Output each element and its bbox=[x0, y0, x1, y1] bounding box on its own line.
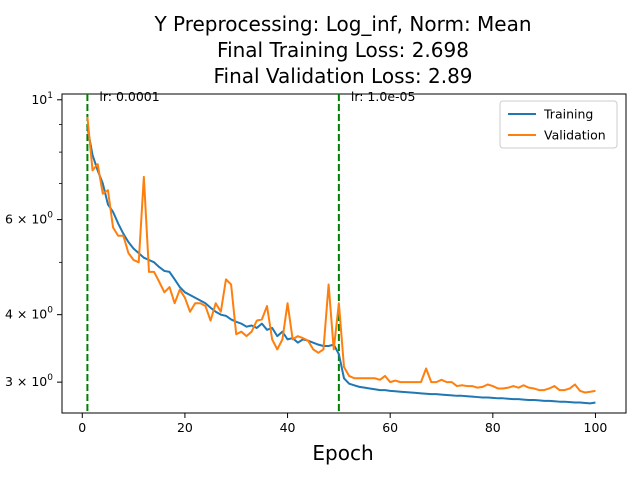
chart-title-line-1: Y Preprocessing: Log_inf, Norm: Mean bbox=[154, 12, 532, 36]
lr-change-lines: lr: 0.0001 lr: 1.0e-05 bbox=[86, 89, 416, 413]
legend-label-training: Training bbox=[543, 107, 593, 122]
x-axis-label: Epoch bbox=[312, 441, 373, 465]
lr-annotation-1: lr: 0.0001 bbox=[99, 89, 159, 104]
series-layer bbox=[86, 116, 596, 405]
y-tick-label: 101 bbox=[31, 91, 53, 107]
series-line-validation bbox=[86, 116, 596, 394]
y-tick-label: 6 × 100 bbox=[5, 211, 53, 227]
legend: Training Validation bbox=[499, 100, 618, 149]
y-tick-label: 4 × 100 bbox=[5, 306, 53, 322]
x-tick-label: 40 bbox=[280, 420, 296, 435]
x-tick-label: 100 bbox=[584, 420, 608, 435]
chart-title-line-2: Final Training Loss: 2.698 bbox=[217, 38, 469, 62]
legend-box bbox=[499, 100, 618, 149]
chart-title-line-3: Final Validation Loss: 2.89 bbox=[213, 64, 473, 88]
x-tick-label: 20 bbox=[177, 420, 193, 435]
y-tick-label: 3 × 100 bbox=[5, 373, 53, 389]
plot-area-border bbox=[61, 93, 627, 414]
series-line-training bbox=[86, 126, 596, 405]
lr-annotation-2: lr: 1.0e-05 bbox=[351, 89, 416, 104]
x-tick-label: 60 bbox=[382, 420, 398, 435]
x-tick-label: 80 bbox=[485, 420, 501, 435]
ticks-layer: 0 20 40 60 80 100 101 6 × 100 4 × 100 3 × 100 bbox=[5, 91, 607, 435]
x-tick-label: 0 bbox=[78, 420, 86, 435]
axes-frame bbox=[61, 93, 627, 414]
legend-label-validation: Validation bbox=[544, 128, 606, 143]
